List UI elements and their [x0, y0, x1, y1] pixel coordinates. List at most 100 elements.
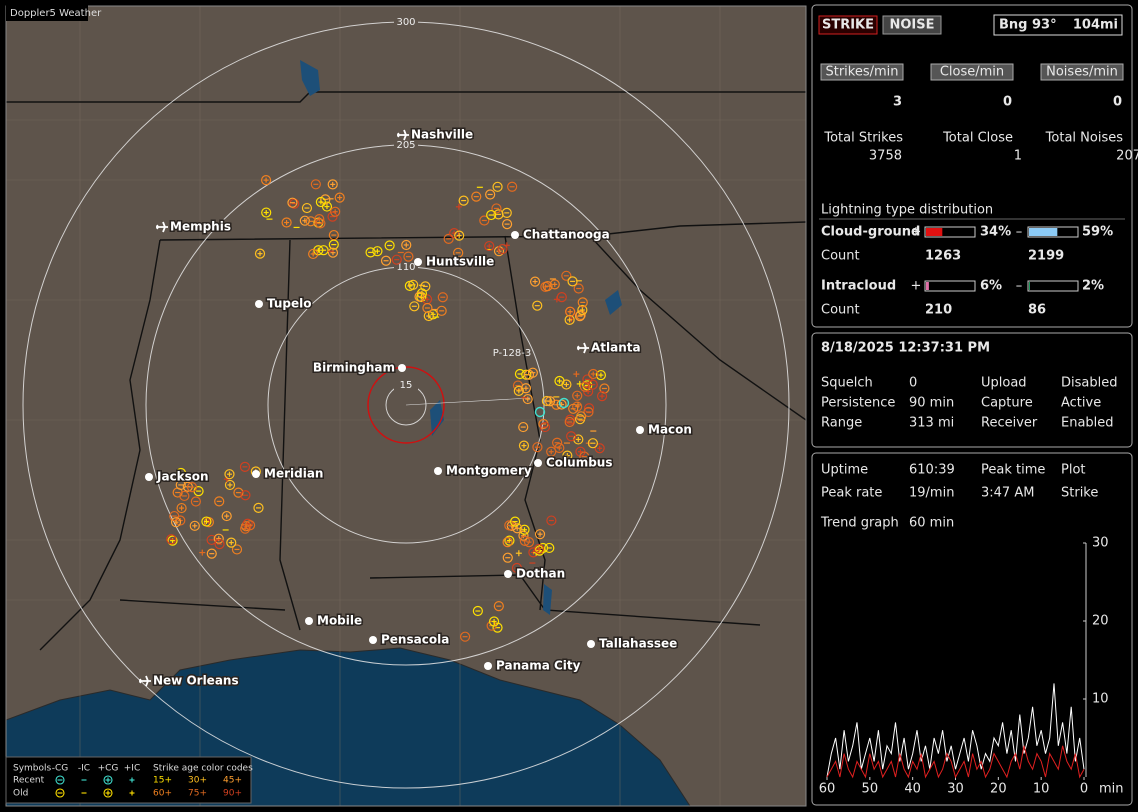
- strike-symbol: [564, 416, 575, 428]
- ring-label-bg: [394, 16, 418, 28]
- rate-label: Close/min: [940, 65, 1004, 80]
- map-title: Doppler5 Weather: [10, 8, 102, 19]
- strike-symbol: [502, 537, 513, 548]
- legend-age: 60+: [153, 789, 172, 799]
- city-dot: [252, 470, 260, 478]
- legend-box: [5, 756, 252, 804]
- strike-symbol: [436, 305, 447, 316]
- strike-symbol: [423, 310, 434, 322]
- airport-icon: [156, 221, 168, 233]
- city-dot: [305, 617, 313, 625]
- rate-label-box: [930, 63, 1014, 81]
- y-tick-label: 10: [1092, 692, 1109, 707]
- strike-symbol: [552, 437, 563, 448]
- city-dot: [504, 570, 512, 578]
- bar-fill: [926, 228, 943, 236]
- airport-icon: [139, 675, 151, 687]
- city-label: Jackson: [156, 470, 209, 484]
- strike-symbol: [588, 368, 599, 380]
- legend-header: -IC: [78, 764, 90, 774]
- distribution-title: Lightning type distribution: [821, 203, 993, 218]
- stat-cell: Plot: [1061, 463, 1086, 478]
- x-tick-label: 20: [990, 782, 1007, 797]
- strike-symbol: [414, 291, 425, 302]
- stat-cell: 60 min: [909, 516, 954, 531]
- sign: +: [911, 225, 922, 240]
- strike-symbol: [471, 191, 482, 202]
- city-label: Chattanooga: [523, 228, 610, 242]
- percent-label: 2%: [1082, 279, 1104, 294]
- bar-track: [1027, 280, 1079, 292]
- bar-track: [924, 226, 976, 238]
- city-label: New Orleans: [153, 674, 239, 688]
- strike-symbol: [179, 490, 190, 502]
- strike-symbol: [512, 523, 523, 534]
- strike-symbol: [523, 369, 535, 380]
- city-dot: [511, 231, 519, 239]
- station-label: P-128-3: [493, 348, 531, 359]
- strike-symbol: [493, 209, 504, 220]
- strike-symbol: [566, 431, 577, 442]
- strike-symbol: [254, 248, 266, 259]
- strike-symbol: [554, 442, 565, 454]
- y-tick-label: 30: [1092, 536, 1109, 551]
- strike-symbol: [175, 479, 186, 491]
- stat-cell: Peak time: [981, 463, 1045, 478]
- legend-label: Symbols: [13, 764, 52, 774]
- total-label: Total Close: [942, 131, 1013, 146]
- total-value: 3758: [869, 149, 902, 164]
- city-label: Columbus: [546, 456, 613, 470]
- noise-button-label: NOISE: [889, 18, 934, 33]
- strike-symbol: [501, 207, 512, 218]
- legend-age: 15+: [153, 776, 172, 786]
- legend-header: +IC: [124, 764, 140, 774]
- strike-symbol: [401, 239, 412, 251]
- x-tick-label: 60: [819, 782, 836, 797]
- stat-cell: 19/min: [909, 486, 954, 501]
- strike-symbol: [511, 562, 523, 574]
- strike-symbol: [224, 469, 235, 480]
- strike-symbol: [409, 301, 420, 312]
- city-label: Dothan: [516, 567, 565, 581]
- strike-symbol: [403, 251, 414, 262]
- strike-symbol: [546, 446, 557, 457]
- strike-symbol: [504, 535, 515, 546]
- stat-cell: Uptime: [821, 463, 868, 478]
- rate-value: 0: [1113, 95, 1122, 110]
- sign: –: [1016, 279, 1023, 294]
- bar-fill: [1029, 228, 1058, 236]
- count-value: 86: [1028, 303, 1046, 318]
- total-label: Total Noises: [1045, 131, 1124, 146]
- noise-button[interactable]: [882, 15, 942, 35]
- strike-symbol: [520, 383, 532, 394]
- airport-icon: [577, 342, 589, 354]
- map: 300 205 110 15 P-128-3 Nashville Memphis Chatt…: [6, 6, 806, 806]
- state-borders: [6, 91, 806, 651]
- city-label: Pensacola: [381, 633, 449, 647]
- type-name: Intracloud: [821, 279, 896, 294]
- strike-symbol: [454, 230, 465, 241]
- strike-symbol: [214, 539, 225, 550]
- strike-symbol: [261, 207, 272, 218]
- bearing: Bng 93°: [999, 18, 1057, 33]
- city-label: Huntsville: [426, 255, 494, 269]
- city-dot: [636, 426, 644, 434]
- strike-symbol: [594, 443, 605, 454]
- settings-panel: [811, 332, 1133, 448]
- strike-symbol: [328, 229, 339, 241]
- strike-symbol: [372, 246, 383, 257]
- strike-symbol: [522, 393, 533, 405]
- bar-fill: [926, 282, 929, 290]
- strike-button[interactable]: [818, 15, 878, 35]
- strike-symbol: [491, 203, 502, 214]
- strike-symbol: [582, 374, 593, 385]
- bearing-box: [993, 14, 1123, 36]
- setting-cell: Capture: [981, 396, 1033, 411]
- strike-symbol: [330, 206, 341, 217]
- ring-label: 205: [396, 140, 415, 151]
- bar-track: [924, 280, 976, 292]
- strike-symbol: [206, 534, 217, 546]
- strike-symbol: [327, 247, 339, 258]
- strike-symbol: [315, 196, 326, 208]
- range-rings: 300 205 110 15 P-128-3: [22, 16, 790, 789]
